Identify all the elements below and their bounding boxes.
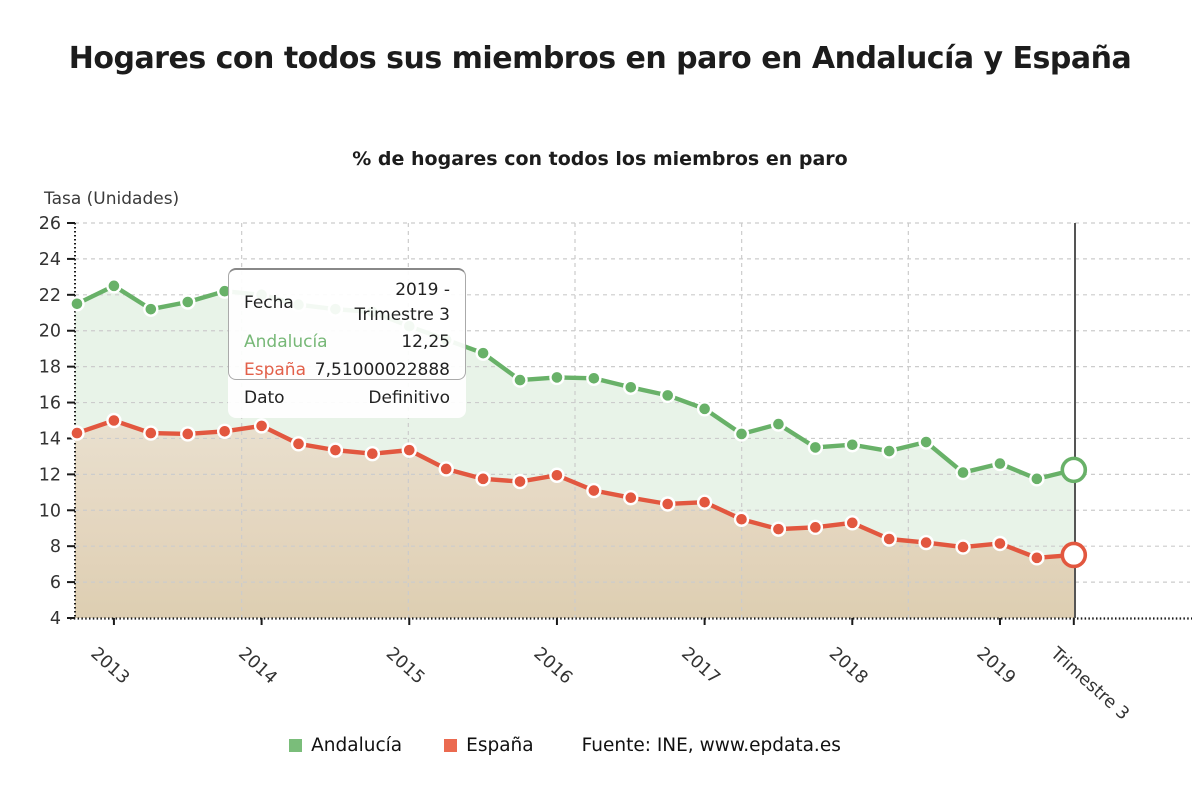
tooltip-row-fecha: Fecha 2019 - Trimestre 3 [244, 278, 450, 328]
data-point[interactable] [770, 416, 787, 432]
data-point[interactable] [659, 496, 676, 512]
data-point[interactable] [586, 482, 602, 499]
x-tick-label: 2018 [825, 644, 871, 689]
x-tick-label: 2014 [234, 644, 280, 689]
x-tick-label: 2013 [87, 644, 133, 689]
tooltip-row-espana: España 7,51000022888 [244, 356, 450, 384]
data-point[interactable] [696, 494, 713, 510]
data-point[interactable] [69, 425, 85, 441]
data-point[interactable] [696, 401, 713, 417]
data-point[interactable] [106, 278, 122, 294]
data-point[interactable] [807, 439, 824, 456]
tooltip-label: Andalucía [244, 332, 328, 352]
data-point[interactable] [143, 301, 159, 317]
data-point[interactable] [512, 372, 528, 388]
tooltip-value: 7,51000022888 [314, 360, 450, 380]
data-point[interactable] [327, 442, 344, 458]
y-tick-label: 10 [39, 501, 61, 521]
data-point[interactable] [549, 369, 565, 386]
data-point[interactable] [106, 412, 122, 429]
source-text: Fuente: INE, www.epdata.es [581, 735, 841, 756]
y-tick-label: 12 [39, 465, 61, 485]
legend-swatch-orange [444, 739, 458, 752]
data-point[interactable] [918, 434, 934, 450]
data-point[interactable] [770, 521, 787, 537]
data-point[interactable] [475, 345, 491, 361]
chart-tooltip: Fecha 2019 - Trimestre 3 Andalucía 12,25… [228, 268, 466, 418]
tooltip-row-andalucia: Andalucía 12,25 [244, 328, 450, 356]
data-point[interactable] [512, 473, 528, 490]
x-tick-label: 2015 [382, 644, 428, 689]
data-point[interactable] [807, 519, 824, 536]
chart-subtitle: % de hogares con todos los miembros en p… [352, 148, 848, 170]
data-point[interactable] [918, 534, 934, 551]
y-tick-label: 26 [39, 214, 61, 234]
data-point[interactable] [586, 370, 602, 387]
data-point[interactable] [180, 426, 196, 442]
data-point[interactable] [69, 296, 85, 312]
y-tick-label: 22 [39, 286, 61, 306]
data-point[interactable] [475, 471, 491, 487]
tooltip-label: Dato [244, 388, 285, 408]
y-tick-label: 24 [39, 250, 61, 270]
data-point[interactable] [844, 515, 860, 531]
y-tick-label: 18 [39, 358, 61, 378]
x-tick-label: 2016 [530, 644, 576, 689]
data-point[interactable] [955, 539, 971, 555]
highlighted-data-point[interactable] [1060, 456, 1088, 484]
x-tick-label: Trimestre 3 [1046, 643, 1133, 724]
data-point[interactable] [623, 379, 639, 395]
legend-swatch-green [289, 739, 303, 752]
data-point[interactable] [623, 490, 639, 506]
data-point[interactable] [955, 464, 971, 481]
tooltip-row-dato: Dato Definitivo [244, 384, 450, 412]
legend-item-andalucia[interactable]: Andalucía [289, 735, 402, 756]
data-point[interactable] [992, 535, 1008, 552]
y-tick-label: 8 [50, 537, 61, 557]
legend-item-espana[interactable]: España [444, 735, 534, 756]
data-point[interactable] [216, 423, 233, 439]
data-point[interactable] [180, 294, 196, 310]
data-point[interactable] [881, 531, 897, 547]
legend-label: Andalucía [311, 735, 403, 756]
data-point[interactable] [659, 387, 676, 404]
data-point[interactable] [992, 455, 1008, 472]
data-point[interactable] [844, 437, 860, 453]
data-point[interactable] [1029, 471, 1045, 487]
x-tick-label: 2019 [973, 644, 1019, 689]
data-point[interactable] [1029, 550, 1045, 566]
y-axis-title: Tasa (Unidades) [44, 189, 180, 209]
chart-legend: Andalucía España Fuente: INE, www.epdata… [0, 735, 1130, 756]
tooltip-value: 2019 - Trimestre 3 [354, 280, 450, 325]
series-line-espana[interactable] [74, 418, 1077, 561]
legend-label: España [466, 735, 534, 756]
data-point[interactable] [364, 446, 381, 462]
tooltip-label: Fecha [244, 293, 294, 313]
y-tick-label: 14 [39, 429, 61, 449]
chart-title: Hogares con todos sus miembros en paro e… [68, 41, 1132, 76]
highlighted-data-point[interactable] [1060, 541, 1088, 569]
y-tick-label: 6 [50, 573, 61, 593]
data-point[interactable] [253, 418, 270, 434]
y-tick-label: 4 [50, 609, 61, 629]
tooltip-value: 12,25 [401, 332, 450, 352]
y-tick-label: 16 [39, 394, 61, 414]
tooltip-label: España [244, 360, 306, 380]
data-point[interactable] [733, 426, 750, 442]
y-tick-label: 20 [39, 322, 61, 342]
data-point[interactable] [438, 461, 454, 477]
data-point[interactable] [143, 425, 159, 441]
tooltip-value: Definitivo [368, 388, 450, 408]
data-point[interactable] [401, 442, 417, 458]
data-point[interactable] [549, 467, 565, 483]
x-tick-label: 2017 [677, 644, 723, 689]
data-point[interactable] [733, 511, 750, 527]
data-point[interactable] [290, 436, 307, 452]
data-point[interactable] [881, 443, 897, 459]
